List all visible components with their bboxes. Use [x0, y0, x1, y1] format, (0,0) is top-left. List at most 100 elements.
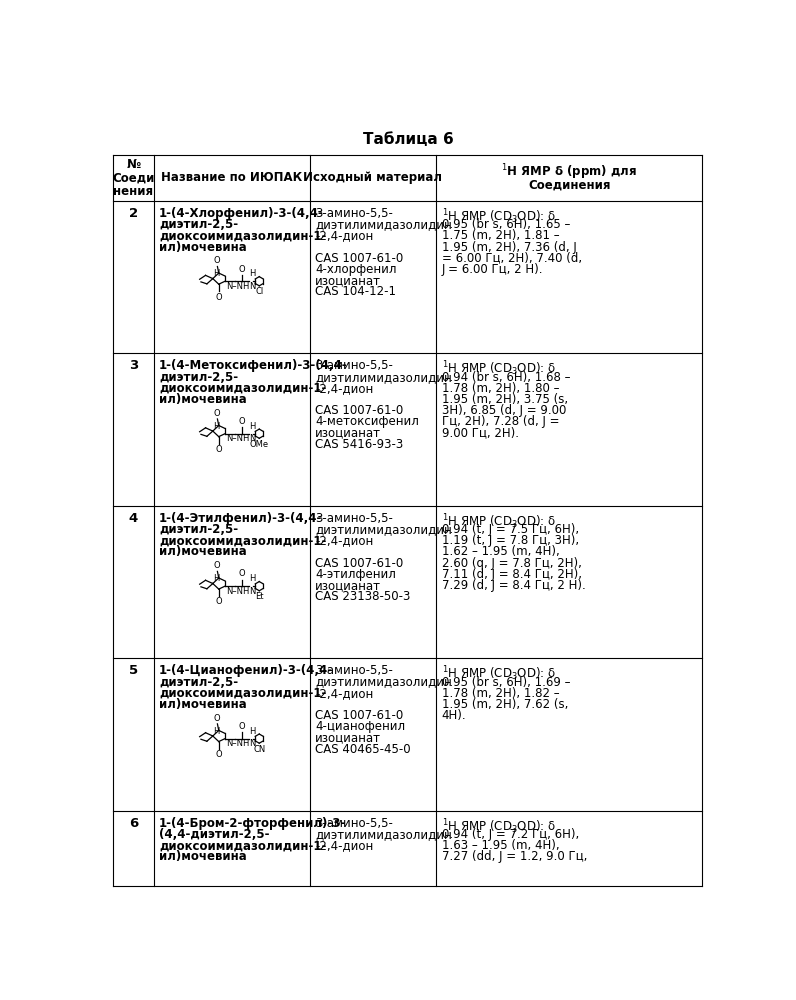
Text: N: N: [249, 587, 256, 596]
Text: H: H: [213, 422, 220, 431]
Text: $^{1}$H ЯМР (CD$_3$OD): δ: $^{1}$H ЯМР (CD$_3$OD): δ: [442, 817, 556, 836]
Text: 1-(4-Цианофенил)-3-(4,4-: 1-(4-Цианофенил)-3-(4,4-: [159, 664, 333, 677]
Text: 1.75 (m, 2H), 1.81 –: 1.75 (m, 2H), 1.81 –: [442, 229, 560, 242]
Text: H: H: [249, 269, 256, 278]
Text: CAS 5416-93-3: CAS 5416-93-3: [315, 438, 404, 451]
Text: №: №: [127, 158, 141, 172]
Text: 3-амино-5,5-: 3-амино-5,5-: [315, 207, 393, 220]
Text: 4-метоксифенил: 4-метоксифенил: [315, 415, 419, 428]
Text: CAS 1007-61-0: CAS 1007-61-0: [315, 709, 404, 722]
Text: N: N: [249, 282, 256, 291]
Text: O: O: [239, 265, 245, 274]
Text: H: H: [213, 269, 220, 278]
Text: ил)мочевина: ил)мочевина: [159, 545, 247, 558]
Text: 1-(4-Метоксифенил)-3-(4,4-: 1-(4-Метоксифенил)-3-(4,4-: [159, 359, 348, 372]
Text: O: O: [216, 597, 222, 606]
Text: 0.94 (t, J = 7.5 Гц, 6H),: 0.94 (t, J = 7.5 Гц, 6H),: [442, 523, 579, 536]
Text: O: O: [239, 417, 245, 426]
Text: -2,4-дион: -2,4-дион: [315, 687, 373, 700]
Text: 0.94 (t, J = 7.2 Гц, 6H),: 0.94 (t, J = 7.2 Гц, 6H),: [442, 828, 579, 841]
Text: CAS 40465-45-0: CAS 40465-45-0: [315, 743, 411, 756]
Text: 2.60 (q, J = 7.8 Гц, 2H),: 2.60 (q, J = 7.8 Гц, 2H),: [442, 557, 582, 570]
Text: N–NH: N–NH: [226, 587, 249, 596]
Text: $^{1}$H ЯМР (CD$_3$OD): δ: $^{1}$H ЯМР (CD$_3$OD): δ: [442, 512, 556, 531]
Text: J = 6.00 Гц, 2 H).: J = 6.00 Гц, 2 H).: [442, 263, 543, 276]
Text: 3-амино-5,5-: 3-амино-5,5-: [315, 512, 393, 525]
Text: N–NH: N–NH: [226, 434, 249, 443]
Text: O: O: [239, 722, 245, 731]
Text: N: N: [249, 434, 256, 443]
Text: -2,4-дион: -2,4-дион: [315, 229, 373, 242]
Text: 3H), 6.85 (d, J = 9.00: 3H), 6.85 (d, J = 9.00: [442, 404, 566, 417]
Text: диоксоимидазолидин-1-: диоксоимидазолидин-1-: [159, 687, 326, 700]
Text: $^{1}$H ЯМР δ (ppm) для: $^{1}$H ЯМР δ (ppm) для: [501, 162, 638, 182]
Text: диэтилимидазолидин: диэтилимидазолидин: [315, 523, 452, 536]
Text: CN: CN: [253, 745, 265, 754]
Text: O: O: [216, 293, 222, 302]
Text: O: O: [216, 750, 222, 759]
Text: 1.95 (m, 2H), 7.36 (d, J: 1.95 (m, 2H), 7.36 (d, J: [442, 241, 576, 254]
Text: Et: Et: [255, 592, 263, 601]
Text: = 6.00 Гц, 2H), 7.40 (d,: = 6.00 Гц, 2H), 7.40 (d,: [442, 252, 582, 265]
Text: 2: 2: [129, 207, 138, 220]
Text: Cl: Cl: [256, 287, 263, 296]
Text: 1-(4-Бром-2-фторфенил)-3-: 1-(4-Бром-2-фторфенил)-3-: [159, 817, 346, 830]
Text: (4,4-диэтил-2,5-: (4,4-диэтил-2,5-: [159, 828, 269, 841]
Text: диоксоимидазолидин-1-: диоксоимидазолидин-1-: [159, 839, 326, 852]
Text: Гц, 2H), 7.28 (d, J =: Гц, 2H), 7.28 (d, J =: [442, 415, 559, 428]
Text: 1-(4-Хлорфенил)-3-(4,4-: 1-(4-Хлорфенил)-3-(4,4-: [159, 207, 324, 220]
Text: изоцианат: изоцианат: [315, 274, 381, 287]
Text: $^{1}$H ЯМР (CD$_3$OD): δ: $^{1}$H ЯМР (CD$_3$OD): δ: [442, 664, 556, 683]
Text: CAS 23138-50-3: CAS 23138-50-3: [315, 590, 411, 603]
Text: диэтил-2,5-: диэтил-2,5-: [159, 676, 238, 689]
Text: Таблица 6: Таблица 6: [362, 132, 454, 147]
Text: Название по ИЮПАК: Название по ИЮПАК: [161, 171, 302, 184]
Text: диоксоимидазолидин-1-: диоксоимидазолидин-1-: [159, 382, 326, 395]
Text: 0.95 (br s, 6H), 1.69 –: 0.95 (br s, 6H), 1.69 –: [442, 676, 570, 689]
Text: O: O: [213, 409, 220, 418]
Text: CAS 104-12-1: CAS 104-12-1: [315, 285, 396, 298]
Text: 3-амино-5,5-: 3-амино-5,5-: [315, 817, 393, 830]
Text: O: O: [213, 561, 220, 570]
Text: 1.63 – 1.95 (m, 4H),: 1.63 – 1.95 (m, 4H),: [442, 839, 560, 852]
Text: диэтил-2,5-: диэтил-2,5-: [159, 523, 238, 536]
Text: Исходный материал: Исходный материал: [303, 171, 443, 184]
Text: ил)мочевина: ил)мочевина: [159, 241, 247, 254]
Text: ил)мочевина: ил)мочевина: [159, 698, 247, 711]
Text: 4-цианофенил: 4-цианофенил: [315, 720, 405, 733]
Text: 7.27 (dd, J = 1.2, 9.0 Гц,: 7.27 (dd, J = 1.2, 9.0 Гц,: [442, 850, 587, 863]
Text: 5: 5: [129, 664, 138, 677]
Text: N–NH: N–NH: [226, 739, 249, 748]
Text: изоцианат: изоцианат: [315, 426, 381, 439]
Text: диэтил-2,5-: диэтил-2,5-: [159, 218, 238, 231]
Text: диоксоимидазолидин-1-: диоксоимидазолидин-1-: [159, 229, 326, 242]
Text: 3: 3: [129, 359, 138, 372]
Text: 9.00 Гц, 2H).: 9.00 Гц, 2H).: [442, 426, 519, 439]
Text: OMe: OMe: [250, 440, 269, 449]
Text: 7.29 (d, J = 8.4 Гц, 2 H).: 7.29 (d, J = 8.4 Гц, 2 H).: [442, 579, 585, 592]
Text: 3-амино-5,5-: 3-амино-5,5-: [315, 664, 393, 677]
Text: диэтил-2,5-: диэтил-2,5-: [159, 371, 238, 384]
Text: изоцианат: изоцианат: [315, 731, 381, 744]
Text: 4-хлорфенил: 4-хлорфенил: [315, 263, 396, 276]
Text: CAS 1007-61-0: CAS 1007-61-0: [315, 252, 404, 265]
Text: 4: 4: [129, 512, 138, 525]
Text: диоксоимидазолидин-1-: диоксоимидазолидин-1-: [159, 534, 326, 547]
Text: диэтилимидазолидин: диэтилимидазолидин: [315, 371, 452, 384]
Text: $^{1}$H ЯМР (CD$_3$OD): δ: $^{1}$H ЯМР (CD$_3$OD): δ: [442, 207, 556, 226]
Text: Соеди: Соеди: [112, 172, 154, 185]
Text: -2,4-дион: -2,4-дион: [315, 839, 373, 852]
Text: 1.95 (m, 2H), 3.75 (s,: 1.95 (m, 2H), 3.75 (s,: [442, 393, 568, 406]
Text: CAS 1007-61-0: CAS 1007-61-0: [315, 557, 404, 570]
Text: O: O: [239, 569, 245, 578]
Text: O: O: [213, 714, 220, 723]
Text: H: H: [213, 574, 220, 583]
Text: N–NH: N–NH: [226, 282, 249, 291]
Text: ил)мочевина: ил)мочевина: [159, 850, 247, 863]
Text: CAS 1007-61-0: CAS 1007-61-0: [315, 404, 404, 417]
Text: изоцианат: изоцианат: [315, 579, 381, 592]
Text: 1.62 – 1.95 (m, 4H),: 1.62 – 1.95 (m, 4H),: [442, 545, 560, 558]
Text: нения: нения: [113, 185, 154, 198]
Text: H: H: [249, 574, 256, 583]
Text: 4-этилфенил: 4-этилфенил: [315, 568, 396, 581]
